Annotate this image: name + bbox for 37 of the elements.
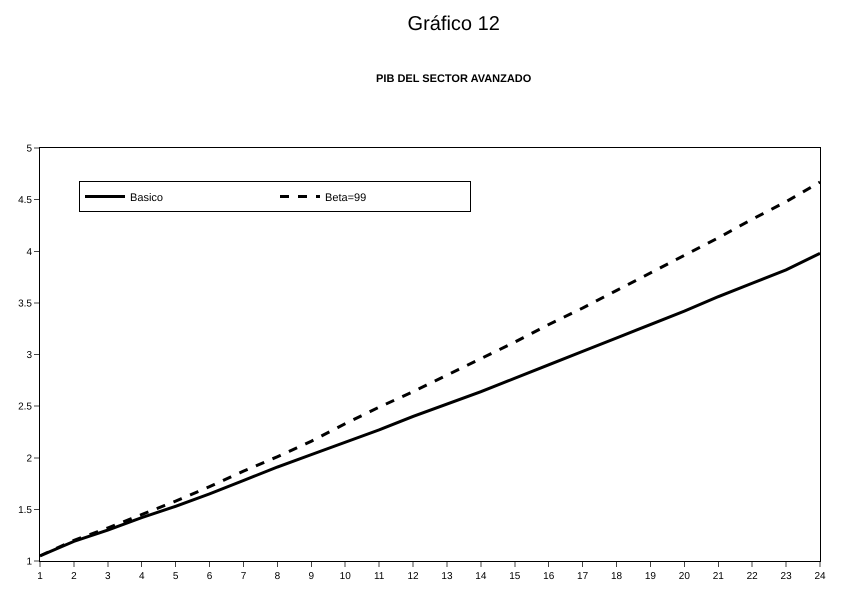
y-tick-label: 1.5 [18, 504, 32, 516]
x-tick-label: 19 [644, 571, 656, 582]
x-tick-label: 18 [610, 571, 623, 582]
x-tick-label: 6 [206, 571, 213, 582]
x-tick-label: 14 [475, 571, 487, 582]
y-tick-label: 5 [26, 144, 32, 154]
legend-label: Beta=99 [325, 192, 366, 204]
chart-title: Gráfico 12 [408, 13, 500, 36]
x-tick-label: 4 [138, 571, 145, 582]
x-tick-label: 23 [780, 571, 792, 582]
y-tick-label: 2 [26, 453, 32, 464]
legend-label: Basico [130, 192, 164, 204]
x-tick-label: 15 [509, 571, 521, 582]
x-tick-label: 10 [340, 571, 352, 582]
y-tick-label: 4 [26, 246, 32, 258]
x-tick-label: 7 [240, 571, 247, 582]
chart-subtitle: PIB DEL SECTOR AVANZADO [376, 73, 532, 86]
x-tick-label: 8 [274, 571, 281, 582]
x-tick-label: 5 [172, 571, 179, 582]
y-tick-label: 1 [26, 556, 32, 568]
x-tick-label: 1 [37, 571, 44, 582]
x-tick-label: 16 [543, 571, 555, 582]
x-tick-label: 12 [407, 571, 420, 582]
x-tick-label: 24 [814, 571, 826, 582]
x-tick-label: 11 [374, 571, 385, 582]
x-tick-label: 22 [746, 571, 758, 582]
x-tick-label: 2 [71, 571, 78, 582]
x-tick-label: 3 [105, 571, 112, 582]
y-tick-label: 4.5 [18, 195, 32, 206]
y-tick-label: 3 [26, 350, 32, 361]
x-tick-label: 21 [712, 571, 724, 582]
x-tick-label: 20 [678, 571, 690, 582]
x-tick-label: 17 [577, 571, 589, 582]
y-tick-label: 2.5 [18, 402, 32, 413]
x-tick-label: 9 [308, 571, 315, 582]
x-tick-label: 13 [441, 571, 453, 582]
y-tick-label: 3.5 [18, 298, 32, 310]
